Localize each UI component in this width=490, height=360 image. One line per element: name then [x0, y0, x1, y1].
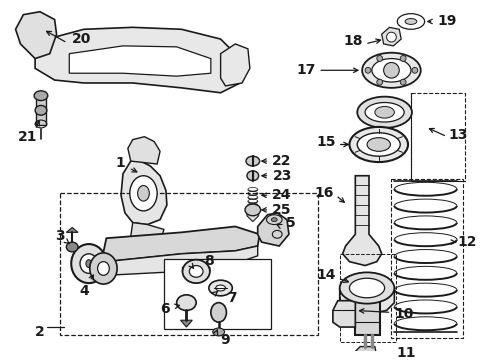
Ellipse shape: [384, 63, 399, 78]
Bar: [36, 98, 46, 125]
Text: 13: 13: [448, 128, 467, 142]
Ellipse shape: [377, 79, 383, 85]
Ellipse shape: [377, 55, 383, 62]
Ellipse shape: [213, 328, 224, 336]
Bar: [59, 193, 318, 335]
Ellipse shape: [412, 67, 418, 73]
Ellipse shape: [367, 138, 391, 151]
Ellipse shape: [130, 176, 157, 211]
Ellipse shape: [34, 91, 48, 100]
Text: 19: 19: [438, 14, 457, 28]
Bar: [164, 259, 271, 329]
Text: 25: 25: [272, 203, 292, 217]
Polygon shape: [340, 288, 394, 314]
Text: 8: 8: [204, 254, 214, 268]
Bar: [411, 93, 465, 181]
Ellipse shape: [349, 127, 408, 162]
Ellipse shape: [362, 53, 421, 88]
Bar: [340, 254, 396, 342]
Polygon shape: [103, 226, 260, 262]
Text: 11: 11: [396, 346, 416, 360]
Bar: [355, 301, 380, 335]
Ellipse shape: [209, 280, 232, 296]
Ellipse shape: [387, 32, 396, 42]
Text: 14: 14: [316, 268, 336, 282]
Ellipse shape: [247, 171, 259, 181]
Ellipse shape: [365, 103, 404, 122]
Ellipse shape: [98, 262, 109, 275]
Polygon shape: [66, 228, 78, 232]
Ellipse shape: [211, 303, 226, 322]
Ellipse shape: [216, 285, 225, 291]
Ellipse shape: [271, 218, 277, 222]
Polygon shape: [69, 46, 211, 76]
Polygon shape: [131, 222, 164, 248]
Polygon shape: [258, 213, 289, 246]
Text: 4: 4: [79, 284, 89, 298]
Text: 18: 18: [343, 34, 363, 48]
Ellipse shape: [246, 156, 260, 166]
Ellipse shape: [365, 67, 371, 73]
Text: 2: 2: [35, 325, 45, 339]
Polygon shape: [247, 204, 259, 222]
Ellipse shape: [66, 242, 78, 252]
Ellipse shape: [400, 55, 406, 62]
Ellipse shape: [245, 204, 261, 216]
Ellipse shape: [71, 244, 106, 283]
Ellipse shape: [349, 278, 385, 298]
Ellipse shape: [405, 19, 417, 24]
Text: 12: 12: [458, 235, 477, 249]
Text: 17: 17: [297, 63, 316, 77]
Ellipse shape: [80, 254, 98, 273]
Text: 23: 23: [272, 169, 292, 183]
Text: 21: 21: [18, 130, 37, 144]
Text: 1: 1: [115, 156, 125, 170]
Polygon shape: [343, 176, 382, 266]
Polygon shape: [128, 137, 160, 164]
Ellipse shape: [400, 79, 406, 85]
Text: 9: 9: [220, 333, 230, 347]
Ellipse shape: [375, 107, 394, 118]
Text: 6: 6: [160, 302, 170, 315]
Polygon shape: [35, 27, 240, 93]
Polygon shape: [220, 44, 250, 86]
Text: 15: 15: [316, 135, 336, 149]
Polygon shape: [333, 301, 355, 327]
Polygon shape: [16, 12, 56, 59]
Ellipse shape: [86, 260, 92, 267]
Text: 7: 7: [227, 291, 237, 305]
Polygon shape: [181, 320, 192, 327]
Polygon shape: [355, 347, 377, 360]
Polygon shape: [182, 260, 210, 278]
Ellipse shape: [189, 266, 203, 277]
Text: 5: 5: [286, 216, 296, 230]
Text: 3: 3: [55, 229, 64, 243]
Polygon shape: [103, 246, 258, 275]
Ellipse shape: [90, 253, 117, 284]
Ellipse shape: [357, 96, 412, 128]
Ellipse shape: [138, 185, 149, 201]
Ellipse shape: [372, 59, 411, 82]
Ellipse shape: [357, 133, 400, 156]
Ellipse shape: [177, 295, 196, 310]
Bar: [392, 179, 463, 338]
Ellipse shape: [35, 105, 47, 115]
Text: 22: 22: [272, 154, 292, 168]
Polygon shape: [382, 27, 401, 46]
Text: 24: 24: [272, 188, 292, 202]
Text: 10: 10: [394, 307, 414, 321]
Ellipse shape: [340, 273, 394, 303]
Polygon shape: [121, 161, 167, 225]
Ellipse shape: [182, 260, 210, 283]
Text: 16: 16: [315, 186, 334, 200]
Text: 20: 20: [72, 32, 92, 46]
